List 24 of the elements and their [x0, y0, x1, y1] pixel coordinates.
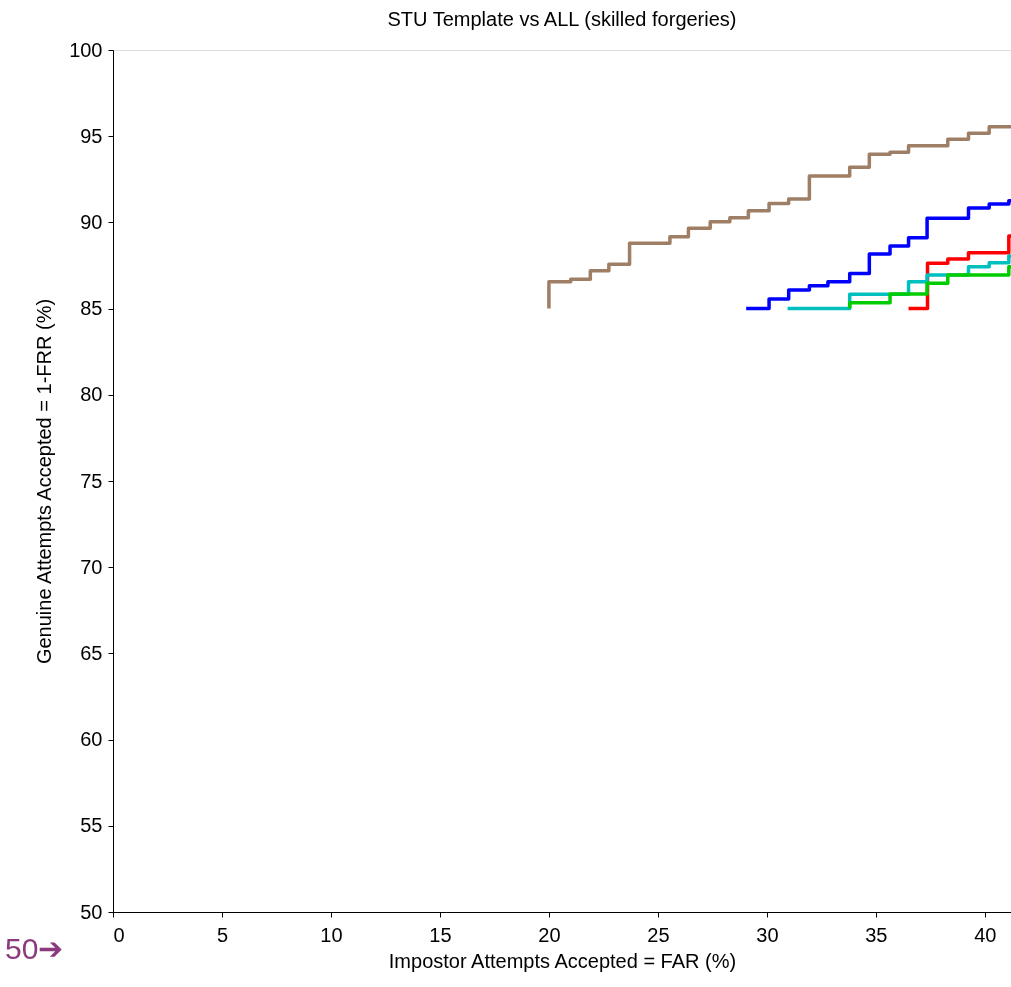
- y-tick-label: 85: [80, 297, 103, 320]
- y-tick-label: 70: [80, 555, 103, 578]
- y-tick-label: 55: [80, 814, 103, 837]
- y-tick-label: 95: [80, 124, 103, 147]
- x-tick-label: 20: [538, 923, 561, 946]
- y-tick-label: 60: [80, 728, 103, 751]
- x-axis-title: Impostor Attempts Accepted = FAR (%): [388, 949, 737, 972]
- x-tick-label: 40: [974, 923, 997, 946]
- y-tick-label: 65: [80, 641, 103, 664]
- y-tick-label: 80: [80, 383, 103, 406]
- y-axis-title: Genuine Attempts Accepted = 1-FRR (%): [33, 298, 56, 665]
- x-tick-label: 25: [647, 923, 670, 946]
- x-tick-label: 30: [756, 923, 779, 946]
- chart-title: STU Template vs ALL (skilled forgeries): [387, 8, 737, 30]
- y-tick-label: 50: [80, 900, 103, 923]
- y-tick-label: 100: [69, 38, 103, 61]
- x-tick-label: 15: [429, 923, 452, 946]
- text: 50➔: [5, 932, 64, 965]
- x-tick-label: 0: [113, 923, 125, 946]
- y-tick-label: 75: [80, 469, 103, 492]
- y-tick-label: 90: [80, 210, 103, 233]
- x-tick-label: 10: [320, 923, 343, 946]
- x-tick-label: 5: [216, 923, 229, 946]
- x-tick-label: 35: [865, 923, 888, 946]
